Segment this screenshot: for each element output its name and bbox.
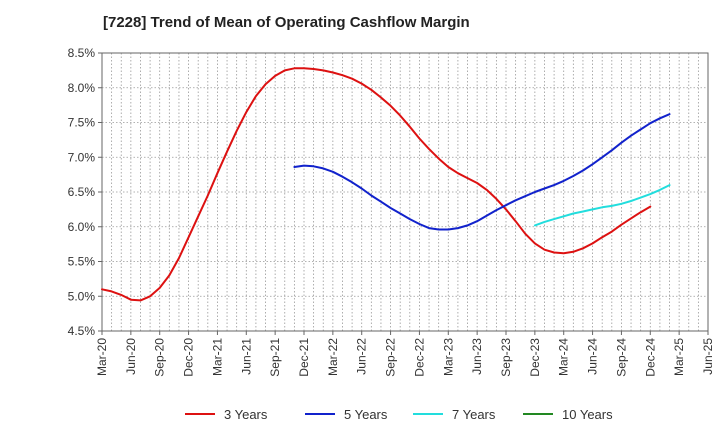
y-tick-label: 6.0% <box>68 220 96 234</box>
series-line-7-years <box>533 184 671 227</box>
series-line-3-years <box>101 67 652 302</box>
y-tick-label: 7.5% <box>68 116 96 130</box>
y-tick-label: 7.0% <box>68 150 96 164</box>
legend-label-7-years: 7 Years <box>452 407 496 422</box>
x-tick-label: Dec-20 <box>182 338 196 377</box>
x-tick-label: Mar-21 <box>210 338 224 376</box>
x-tick-label: Sep-23 <box>499 338 513 377</box>
x-tick-label: Dec-24 <box>643 338 657 377</box>
x-tick-label: Mar-22 <box>326 338 340 376</box>
x-tick-label: Sep-21 <box>268 338 282 377</box>
chart-title: [7228] Trend of Mean of Operating Cashfl… <box>103 14 470 31</box>
x-tick-label: Jun-23 <box>470 338 484 375</box>
x-tick-label: Mar-25 <box>672 338 686 376</box>
series-line-5-years <box>293 113 671 231</box>
x-tick-label: Jun-25 <box>701 338 715 375</box>
legend-label-5-years: 5 Years <box>344 407 388 422</box>
y-tick-label: 6.5% <box>68 185 96 199</box>
x-tick-label: Sep-22 <box>384 338 398 377</box>
legend-label-10-years: 10 Years <box>562 407 613 422</box>
y-tick-label: 4.5% <box>68 324 96 338</box>
x-tick-label: Jun-21 <box>239 338 253 375</box>
legend-label-3-years: 3 Years <box>224 407 268 422</box>
y-tick-label: 5.0% <box>68 289 96 303</box>
x-tick-label: Mar-20 <box>95 338 109 376</box>
y-tick-label: 8.0% <box>68 81 96 95</box>
x-tick-label: Mar-24 <box>557 338 571 376</box>
x-tick-label: Dec-23 <box>528 338 542 377</box>
x-tick-label: Jun-20 <box>124 338 138 375</box>
x-tick-label: Dec-21 <box>297 338 311 377</box>
y-tick-label: 5.5% <box>68 255 96 269</box>
x-tick-label: Sep-20 <box>153 338 167 377</box>
y-tick-label: 8.5% <box>68 46 96 60</box>
x-tick-label: Sep-24 <box>614 338 628 377</box>
x-tick-label: Dec-22 <box>412 338 426 377</box>
x-tick-label: Jun-22 <box>355 338 369 375</box>
x-tick-label: Jun-24 <box>586 338 600 375</box>
x-tick-label: Mar-23 <box>441 338 455 376</box>
